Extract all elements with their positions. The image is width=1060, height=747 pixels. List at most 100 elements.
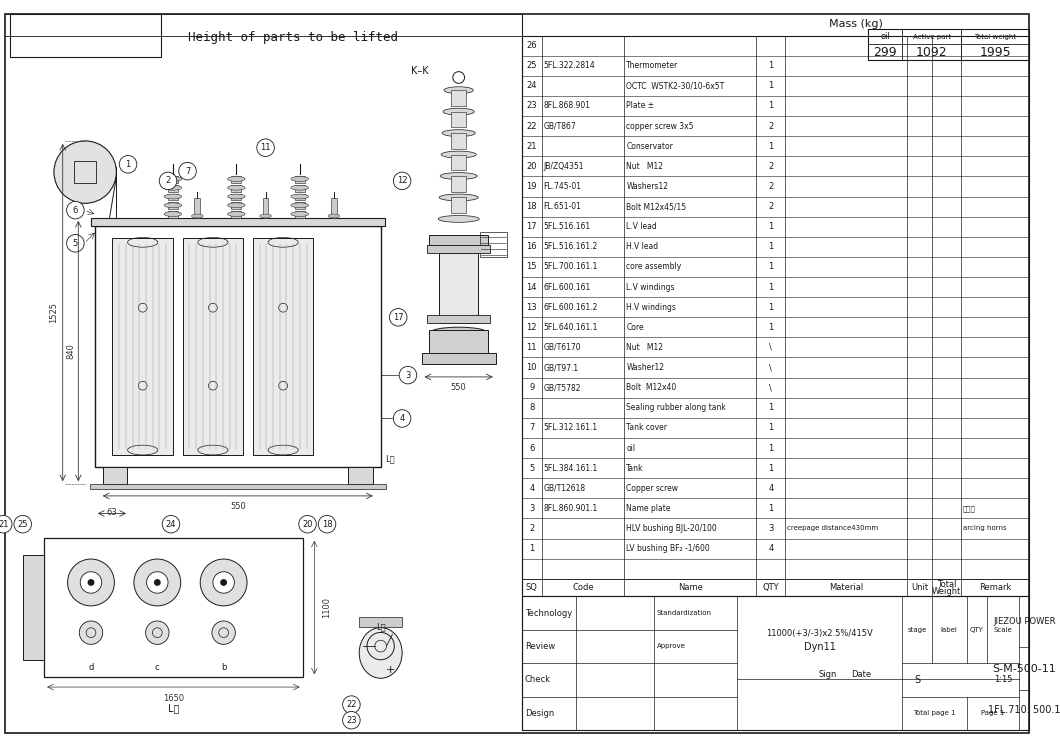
- Text: 通用件: 通用件: [962, 505, 975, 512]
- Bar: [295, 185, 304, 192]
- Bar: [74, 161, 95, 183]
- Ellipse shape: [192, 214, 204, 218]
- Text: SQ: SQ: [526, 583, 537, 592]
- Text: Total weight: Total weight: [974, 34, 1017, 40]
- Text: 9: 9: [529, 383, 534, 392]
- Bar: [429, 235, 488, 245]
- Text: 1: 1: [768, 142, 774, 151]
- Text: 5FL.516.161.2: 5FL.516.161.2: [544, 242, 598, 251]
- Text: 4: 4: [768, 544, 774, 553]
- Bar: [263, 199, 268, 218]
- Bar: [295, 211, 304, 218]
- Bar: [523, 596, 1029, 730]
- Text: Mass (kg): Mass (kg): [829, 19, 883, 29]
- Text: 17: 17: [393, 313, 404, 322]
- Circle shape: [81, 571, 102, 593]
- Circle shape: [318, 515, 336, 533]
- Circle shape: [342, 711, 360, 729]
- Text: oil: oil: [881, 32, 890, 41]
- Text: 6FL.600.161.2: 6FL.600.161.2: [544, 303, 598, 311]
- Ellipse shape: [328, 214, 339, 218]
- Bar: [169, 185, 178, 192]
- Text: GB/T12618: GB/T12618: [544, 484, 586, 493]
- Text: Unit: Unit: [911, 583, 929, 592]
- Text: 13: 13: [527, 303, 537, 311]
- Ellipse shape: [443, 108, 474, 115]
- Circle shape: [257, 139, 275, 157]
- Text: 11: 11: [261, 143, 270, 152]
- Bar: [450, 197, 466, 213]
- Text: 7: 7: [529, 424, 534, 433]
- Text: Code: Code: [572, 583, 594, 592]
- Ellipse shape: [442, 130, 475, 137]
- Text: c: c: [155, 663, 160, 672]
- Text: GB/T6170: GB/T6170: [544, 343, 581, 352]
- Ellipse shape: [228, 176, 245, 182]
- Text: 2: 2: [768, 202, 774, 211]
- Text: 5: 5: [73, 239, 78, 248]
- Text: 23: 23: [346, 716, 357, 725]
- Text: H.V windings: H.V windings: [626, 303, 676, 311]
- Text: Sealing rubber along tank: Sealing rubber along tank: [626, 403, 726, 412]
- Circle shape: [400, 366, 417, 384]
- Text: S: S: [914, 675, 920, 685]
- Text: \: \: [770, 363, 772, 372]
- Circle shape: [159, 172, 177, 190]
- Text: 1: 1: [768, 403, 774, 412]
- Text: HLV bushing BJL-20/100: HLV bushing BJL-20/100: [626, 524, 718, 533]
- Text: 5FL.322.2814: 5FL.322.2814: [544, 61, 596, 70]
- Text: \: \: [770, 343, 772, 352]
- Text: K–K: K–K: [411, 66, 428, 75]
- Text: 1: 1: [768, 222, 774, 232]
- Text: 2: 2: [165, 176, 171, 185]
- Text: Copper screw: Copper screw: [626, 484, 678, 493]
- Text: b: b: [220, 663, 227, 672]
- Text: Dyn11: Dyn11: [803, 642, 835, 652]
- Text: 8: 8: [529, 403, 534, 412]
- Ellipse shape: [359, 627, 402, 678]
- Text: 11000(+3/-3)x2.5%/415V: 11000(+3/-3)x2.5%/415V: [766, 629, 873, 638]
- Text: QTY: QTY: [970, 627, 984, 633]
- Bar: [103, 467, 127, 484]
- Bar: [295, 193, 304, 200]
- Text: Core: Core: [626, 323, 644, 332]
- Bar: [95, 226, 381, 467]
- Text: Thermometer: Thermometer: [626, 61, 678, 70]
- Bar: [427, 245, 490, 253]
- Text: 4: 4: [529, 484, 534, 493]
- Text: Date: Date: [851, 670, 871, 679]
- Text: S-M-500-11: S-M-500-11: [992, 663, 1056, 674]
- Ellipse shape: [290, 176, 308, 182]
- Text: 7: 7: [184, 167, 190, 176]
- Text: 1: 1: [768, 102, 774, 111]
- Bar: [231, 176, 242, 183]
- Text: 16: 16: [527, 242, 537, 251]
- Bar: [194, 199, 200, 218]
- Text: Active part: Active part: [913, 34, 951, 40]
- Ellipse shape: [164, 211, 181, 217]
- Bar: [450, 133, 466, 149]
- Text: 1650: 1650: [163, 694, 184, 703]
- Bar: [295, 176, 304, 183]
- Text: L.V lead: L.V lead: [626, 222, 657, 232]
- Text: 18: 18: [321, 520, 333, 529]
- Circle shape: [67, 202, 84, 219]
- Text: GB/T5782: GB/T5782: [544, 383, 581, 392]
- Text: 2: 2: [529, 524, 534, 533]
- Text: 1: 1: [768, 242, 774, 251]
- Text: Conservator: Conservator: [626, 142, 673, 151]
- Bar: [422, 353, 496, 365]
- Ellipse shape: [228, 211, 245, 217]
- Text: Review: Review: [525, 642, 555, 651]
- Bar: [349, 467, 373, 484]
- Text: L白: L白: [386, 454, 395, 463]
- Bar: [45, 538, 303, 678]
- Text: Height of parts to be lifted: Height of parts to be lifted: [188, 31, 398, 44]
- Ellipse shape: [444, 87, 474, 93]
- Bar: [169, 211, 178, 218]
- Text: 1: 1: [768, 424, 774, 433]
- Bar: [231, 211, 242, 218]
- Text: 21: 21: [0, 520, 8, 529]
- Text: 1: 1: [768, 81, 774, 90]
- Ellipse shape: [290, 194, 308, 199]
